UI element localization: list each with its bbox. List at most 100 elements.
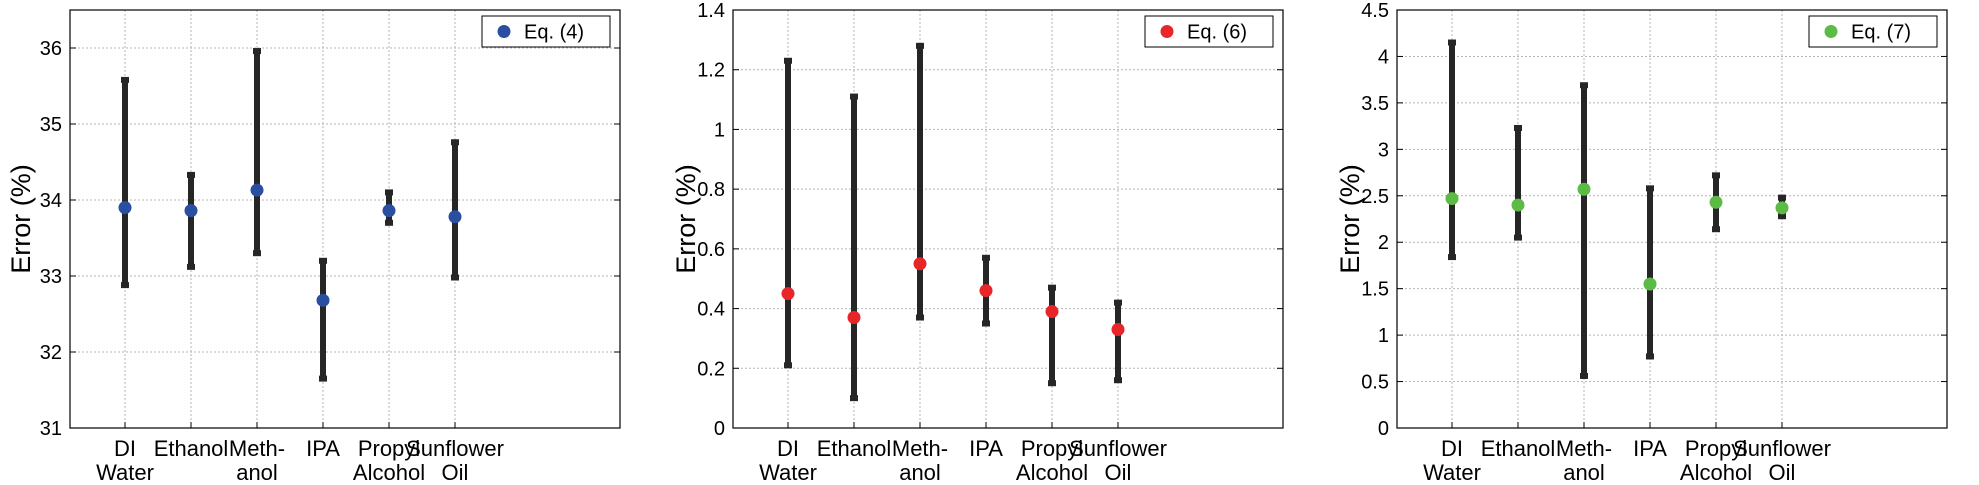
x-category-label: Water (759, 460, 817, 485)
y-tick-label: 0.6 (697, 239, 725, 261)
data-point (913, 257, 927, 271)
legend-marker (1160, 25, 1174, 38)
error-cap-lower (1778, 213, 1786, 220)
error-cap-lower (1712, 226, 1720, 233)
y-tick-label: 0.5 (1361, 372, 1389, 394)
y-tick-label: 33 (40, 266, 62, 288)
plot-area (1397, 10, 1947, 428)
data-point (382, 204, 396, 218)
y-tick-label: 1.2 (697, 60, 725, 82)
legend: Eq. (6) (1144, 15, 1274, 48)
error-cap-upper (451, 139, 459, 146)
y-tick-label: 1 (1378, 325, 1389, 347)
legend-label: Eq. (7) (1851, 22, 1911, 44)
x-category-label: Oil (442, 460, 469, 485)
y-tick-label: 3.5 (1361, 93, 1389, 115)
y-axis-label: Error (%) (6, 164, 36, 274)
data-point (1643, 277, 1657, 291)
error-cap-upper (916, 42, 924, 49)
x-category-label: Alcohol (353, 460, 425, 485)
error-cap-upper (253, 48, 261, 55)
x-category-label: DI (1441, 436, 1463, 461)
y-tick-label: 4.5 (1361, 0, 1389, 22)
error-cap-upper (385, 189, 393, 196)
x-category-label: Oil (1105, 460, 1132, 485)
y-tick-label: 0 (1378, 418, 1389, 440)
x-category-label: Sunflower (1069, 436, 1167, 461)
plot-area (70, 10, 620, 428)
data-point (250, 183, 264, 197)
y-axis-label: Error (%) (1335, 164, 1365, 274)
error-cap-lower (121, 282, 129, 289)
plot-frame (1396, 9, 1948, 429)
error-cap-lower (982, 320, 990, 327)
x-category-label: Oil (1769, 460, 1796, 485)
x-category-label: Meth- (1556, 436, 1612, 461)
data-point (1511, 198, 1525, 212)
error-cap-lower (1448, 254, 1456, 261)
data-point (1045, 305, 1059, 319)
x-category-label: anol (899, 460, 941, 485)
y-tick-label: 32 (40, 342, 62, 364)
error-cap-lower (319, 375, 327, 382)
y-tick-label: 2 (1378, 232, 1389, 254)
legend: Eq. (7) (1808, 15, 1938, 48)
x-category-label: IPA (1633, 436, 1667, 461)
y-tick-label: 1.4 (697, 0, 725, 22)
data-point (1111, 322, 1125, 336)
x-category-label: anol (1563, 460, 1605, 485)
y-tick-label: 3 (1378, 139, 1389, 161)
error-cap-lower (784, 362, 792, 369)
data-point (1445, 192, 1459, 206)
data-point (1775, 201, 1789, 215)
x-category-label: Propyl (1685, 436, 1747, 461)
error-cap-upper (1514, 124, 1522, 131)
x-category-label: Sunflower (406, 436, 504, 461)
x-category-label: Meth- (229, 436, 285, 461)
y-tick-label: 4 (1378, 46, 1389, 68)
data-point (979, 284, 993, 298)
y-tick-label: 0.2 (697, 358, 725, 380)
error-cap-upper (1580, 82, 1588, 89)
y-tick-label: 0.4 (697, 299, 725, 321)
data-point (118, 201, 132, 215)
y-tick-label: 2.5 (1361, 186, 1389, 208)
error-cap-lower (1514, 234, 1522, 241)
x-category-label: Ethanol (817, 436, 892, 461)
error-cap-lower (850, 395, 858, 402)
x-category-label: Alcohol (1680, 460, 1752, 485)
x-category-label: DI (114, 436, 136, 461)
error-cap-upper (1448, 39, 1456, 46)
data-point (847, 311, 861, 325)
error-cap-lower (1580, 372, 1588, 379)
x-category-label: Sunflower (1733, 436, 1831, 461)
x-category-label: DI (777, 436, 799, 461)
error-cap-lower (1114, 377, 1122, 384)
y-tick-label: 31 (40, 418, 62, 440)
error-cap-lower (916, 314, 924, 321)
error-cap-lower (451, 274, 459, 281)
y-tick-label: 35 (40, 114, 62, 136)
legend-label: Eq. (4) (524, 22, 584, 44)
error-cap-upper (784, 57, 792, 64)
error-cap-upper (1778, 194, 1786, 201)
x-category-label: Water (1423, 460, 1481, 485)
error-cap-upper (982, 254, 990, 261)
error-cap-upper (1114, 299, 1122, 306)
data-point (1709, 195, 1723, 209)
y-tick-label: 36 (40, 38, 62, 60)
y-tick-label: 0.8 (697, 179, 725, 201)
x-category-label: Ethanol (154, 436, 229, 461)
legend-marker (1824, 25, 1838, 38)
plot-frame (732, 9, 1284, 429)
error-cap-upper (319, 257, 327, 264)
error-cap-upper (850, 93, 858, 100)
error-cap-upper (187, 171, 195, 178)
data-point (316, 293, 330, 307)
error-cap-upper (1646, 185, 1654, 192)
data-point (1577, 182, 1591, 196)
y-tick-label: 1 (714, 119, 725, 141)
